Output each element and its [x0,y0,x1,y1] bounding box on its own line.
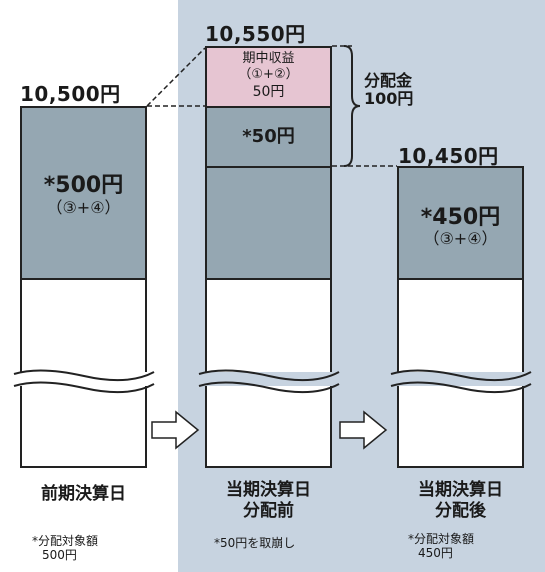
col3-bar: *450円 （③+④） [397,166,524,468]
distribution-brace [343,45,361,167]
col1-note-line1: *分配対象額 [32,534,99,548]
wave-break-col2 [198,369,340,394]
col2-income-segment: 期中収益 （①+②） 50円 [207,48,330,108]
right-arrow-icon [151,410,200,450]
col1-bar: *500円 （③+④） [20,106,147,468]
col3-note-line2: 450円 [418,546,453,561]
col2-label-line2: 分配前 [243,501,294,522]
col2-income-line1: 期中収益 [242,51,295,66]
col3-seg-value: *450円 [420,205,501,230]
col2-note: *50円を取崩し [214,536,296,550]
col2-seg-value: *50円 [242,126,295,147]
col3-note-line1: *分配対象額 [408,532,475,546]
col3-note: *分配対象額 450円 [408,532,474,561]
right-arrow-icon [339,410,388,450]
col2-income-line3: 50円 [252,84,285,100]
col3-label: 当期決算日 分配後 [397,480,524,523]
col2-label-line1: 当期決算日 [226,480,311,500]
col3-label-line2: 分配後 [435,501,486,522]
col1-seg-sub: （③+④） [46,198,121,217]
col1-distributable-segment: *500円 （③+④） [22,108,145,280]
col3-distributable-segment: *450円 （③+④） [399,168,522,280]
distribution-label-line2: 100円 [364,89,414,109]
col2-total: 10,550円 [205,22,306,46]
col1-note-line2: 500円 [42,548,77,563]
wave-break-col3 [390,369,532,394]
col3-total: 10,450円 [398,144,499,168]
col2-bar: 期中収益 （①+②） 50円 *50円 [205,46,332,468]
distribution-label-line1: 分配金 [364,71,413,90]
col2-drawdown-segment: *50円 [207,108,330,168]
col2-label: 当期決算日 分配前 [205,480,332,523]
col1-seg-value: *500円 [43,173,124,198]
col3-label-line1: 当期決算日 [418,480,503,500]
col1-note: *分配対象額 500円 [32,534,98,563]
col3-seg-sub: （③+④） [423,229,498,248]
wave-break-col1 [13,369,155,394]
dashed-connector-top [146,47,206,107]
col2-income-line2: （①+②） [238,67,299,82]
col1-label: 前期決算日 [41,484,126,504]
col2-remaining-segment [207,168,330,280]
distribution-label: 分配金 100円 [364,71,414,109]
col1-total: 10,500円 [20,82,121,106]
